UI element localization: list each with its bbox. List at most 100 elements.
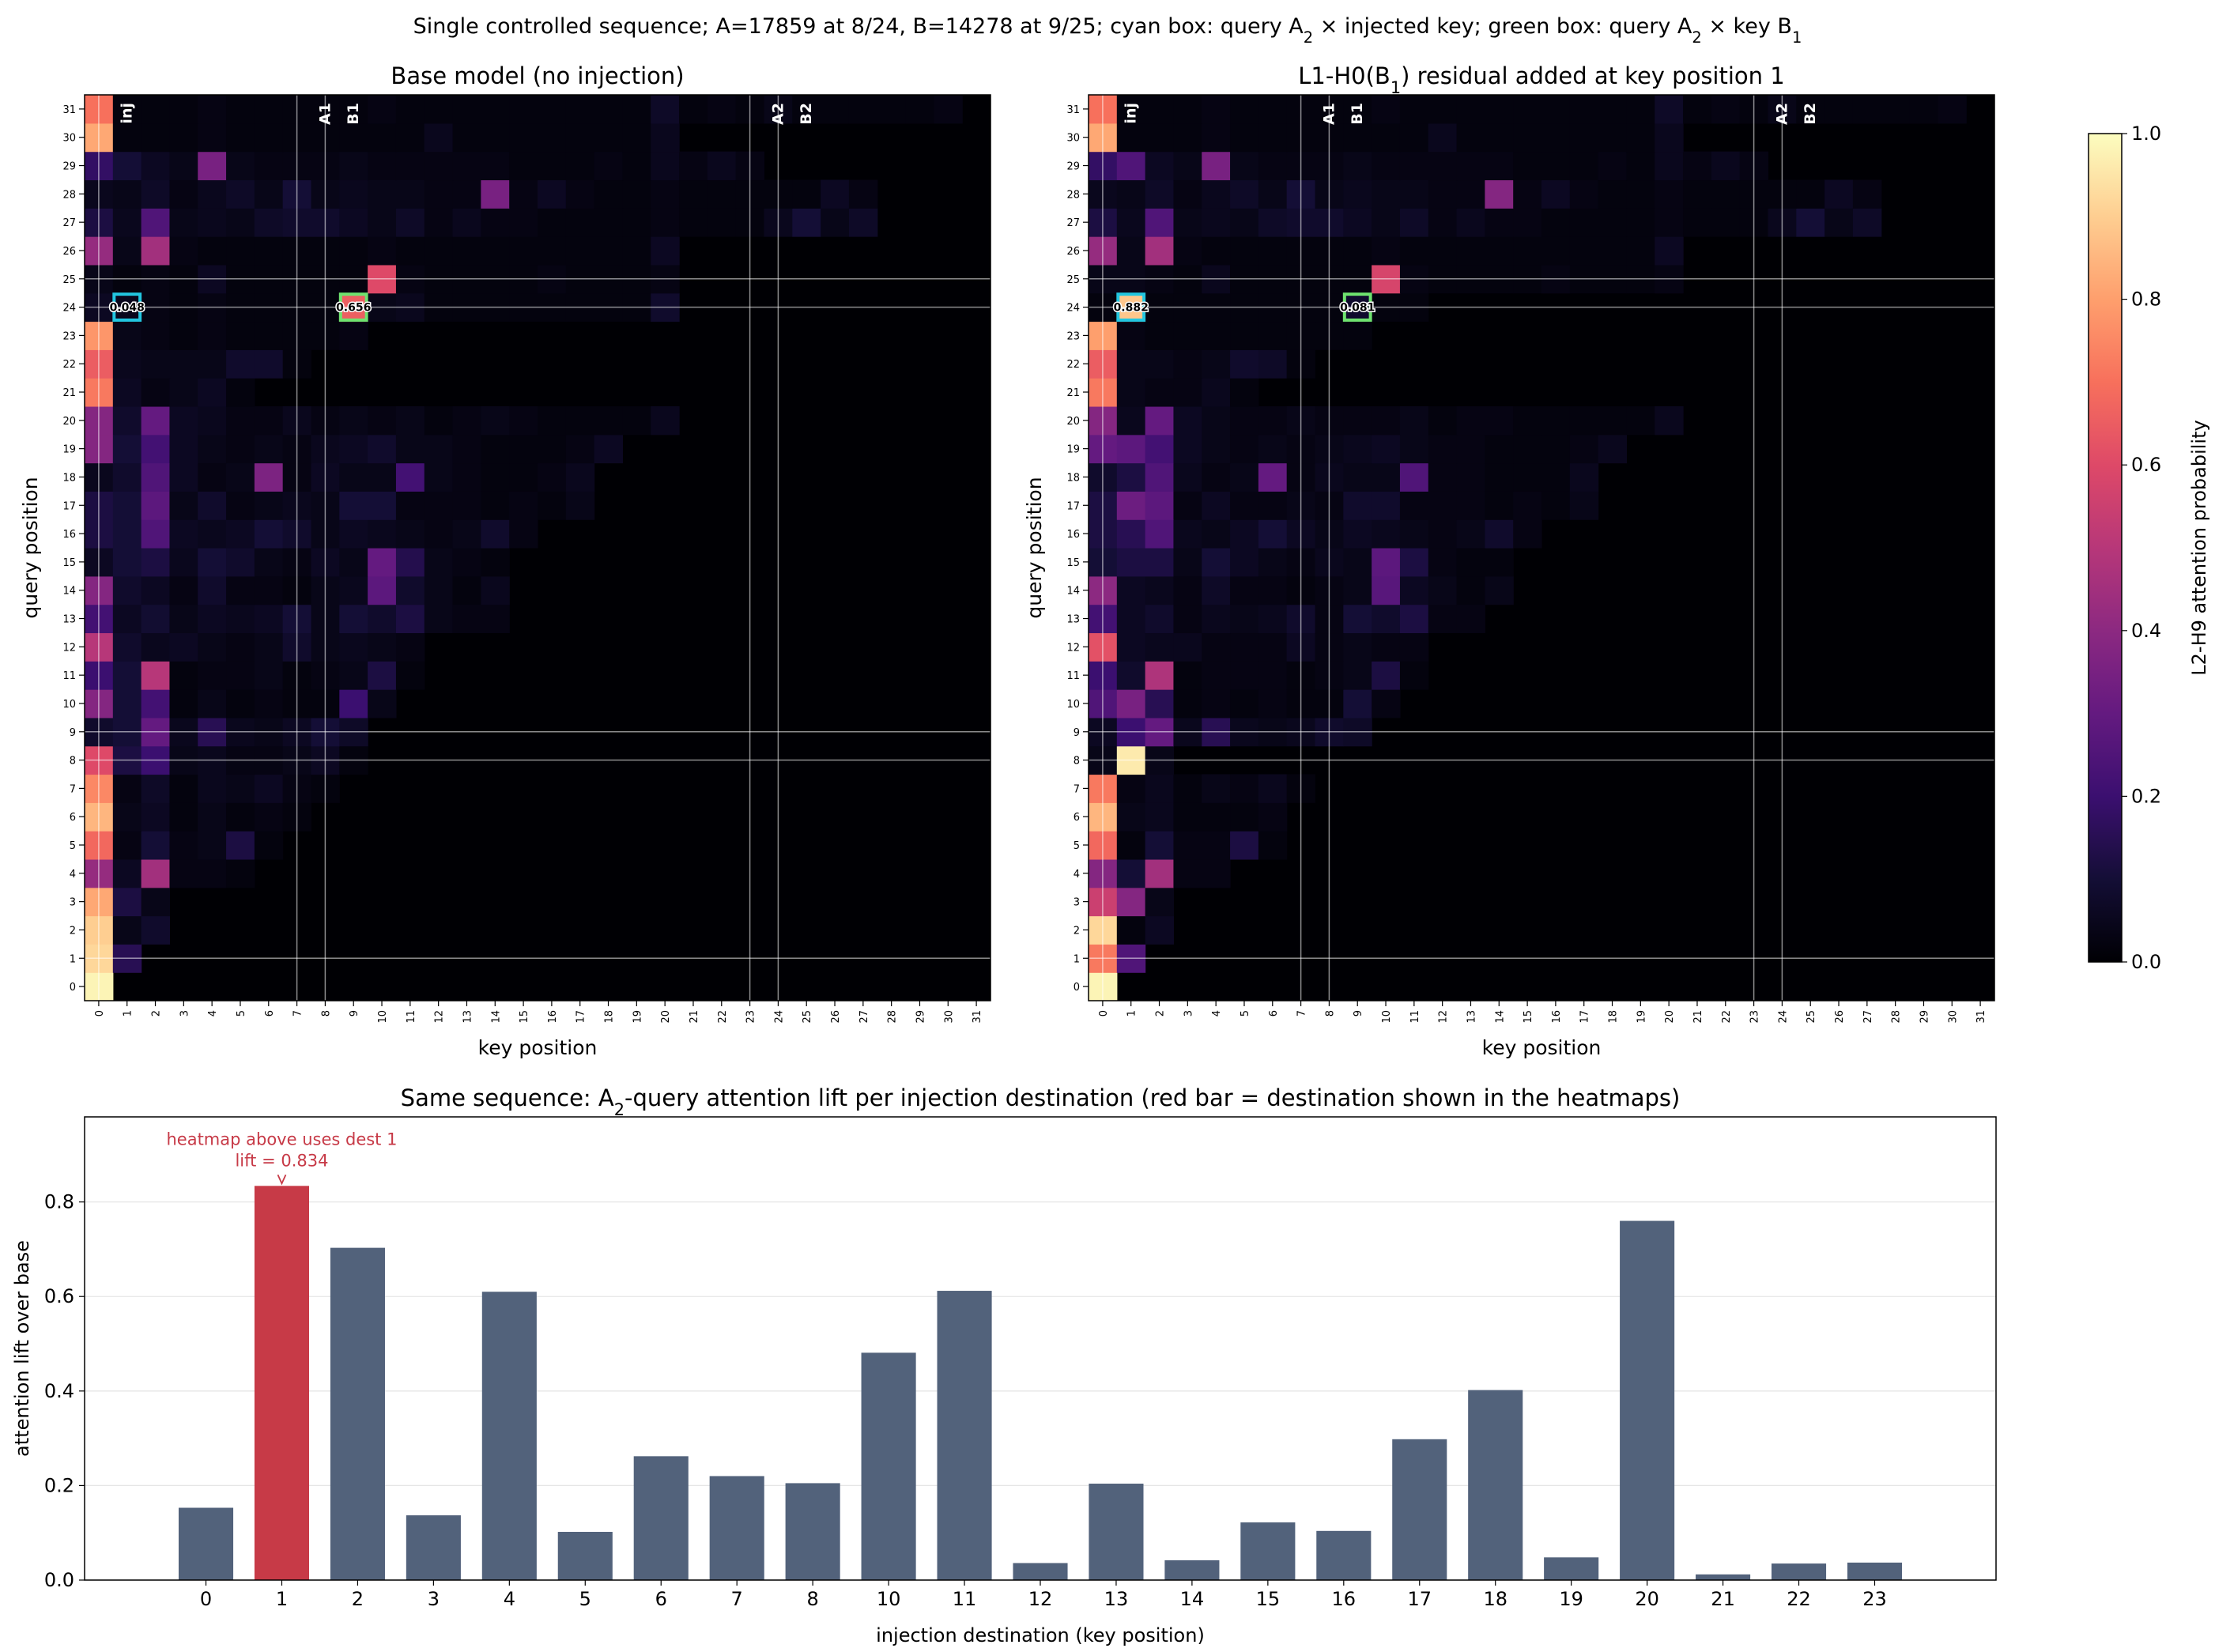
heatmap-cell [368,405,397,436]
heatmap-cell [1626,236,1655,266]
y-tick-label: 0 [1074,982,1080,994]
bar [1696,1574,1751,1580]
heatmap-cell [1796,208,1825,237]
heatmap-cell [395,434,425,464]
heatmap-cell [226,349,255,379]
heatmap-cell [651,405,680,436]
x-tick-label: 29 [1919,1010,1930,1024]
heatmap-cell [169,462,198,492]
colorbar-gradient [2088,133,2123,963]
subscript: 2 [614,1100,625,1119]
heatmap-cell [1541,95,1571,124]
heatmap-cell [1655,236,1684,266]
subscript: 2 [1692,28,1701,47]
heatmap-cell [1513,405,1542,436]
heatmap-cell [1173,208,1202,237]
heatmap-cell [452,434,481,464]
heatmap-cell [1399,604,1429,634]
heatmap-cell [1258,236,1288,266]
heatmap-cell [368,236,397,266]
heatmap-cell [141,321,171,350]
heatmap-cell [538,405,567,436]
heatmap-cell [169,774,198,803]
heatmap-cell [198,95,227,124]
heatmap-cell [198,632,227,662]
x-tick-label: 7 [1296,1010,1308,1016]
heatmap-cell [1258,434,1288,464]
heatmap-cell [169,548,198,577]
bar [633,1456,689,1580]
heatmap-cell [1456,462,1485,492]
heatmap-cell [198,548,227,577]
highlight-box [338,292,368,322]
heatmap-cell [679,179,708,209]
bar [1620,1220,1675,1580]
heatmap-cell [1485,462,1514,492]
y-tick-label: 4 [1074,869,1080,881]
heatmap-cell [1145,915,1175,945]
heatmap-cell [1824,208,1854,237]
heatmap-cell [1116,915,1146,945]
heatmap-cell [1485,95,1514,124]
heatmap-cell [141,208,171,237]
heatmap-cell [368,434,397,464]
heatmap-cell [1428,179,1458,209]
heatmap-cell [1428,208,1458,237]
x-tick-label: 6 [655,1588,667,1610]
heatmap-cell [538,95,567,124]
heatmap-cell [1569,236,1599,266]
highlighted-bar [254,1186,310,1580]
heatmap-cell [368,462,397,492]
heatmap-cell [226,575,255,605]
heatmap-cell [651,151,680,181]
heatmap-cell [169,151,198,181]
heatmap-cell [1258,349,1288,379]
x-tick-label: 31 [972,1010,983,1024]
heatmap-cell [1202,802,1231,832]
heatmap-cell [1116,462,1146,492]
heatmap-cell [1258,548,1288,577]
x-tick-label: 5 [236,1010,247,1016]
y-tick-label: 0.8 [44,1191,74,1213]
title-part: -query attention lift per injection dest… [625,1084,1680,1111]
heatmap-cell [226,858,255,888]
heatmap-cell [1258,208,1288,237]
heatmap-cell [339,151,368,181]
heatmap-cell [1173,519,1202,549]
heatmap-cell [1202,405,1231,436]
chart-title: L1-H0(B1) residual added at key position… [1298,62,1784,97]
heatmap-cell [1428,462,1458,492]
y-tick-label: 26 [62,246,76,258]
heatmap-cell [538,179,567,209]
heatmap-cell [1145,661,1175,690]
heatmap-cell [565,151,595,181]
marker-label: inj [1123,103,1140,124]
heatmap-cell [395,236,425,266]
heatmap-cell [339,321,368,350]
heatmap-cell [169,123,198,153]
heatmap-cell [1372,179,1401,209]
heatmap-cell [707,208,737,237]
heatmap-cell [254,349,284,379]
heatmap-cell [1116,123,1146,153]
heatmap-cell [141,123,171,153]
heatmap-cell [1626,405,1655,436]
heatmap-cell [509,123,538,153]
heatmap-cell [141,887,171,917]
heatmap-cell [821,95,850,124]
heatmap-cell [1541,236,1571,266]
heatmap-cell [1145,321,1175,350]
heatmap-cell [934,95,963,124]
x-tick-label: 3 [428,1588,440,1610]
heatmap-cell [565,208,595,237]
heatmap-cell [226,548,255,577]
heatmap-cell [1202,462,1231,492]
title-part: L1-H0(B [1298,62,1391,89]
heatmap-cell [112,519,142,549]
heatmap-cell [1372,236,1401,266]
heatmap-cell [1258,519,1288,549]
heatmap-cell [141,632,171,662]
heatmap-cell [481,548,510,577]
heatmap-cell [679,95,708,124]
x-tick-label: 19 [1559,1588,1583,1610]
